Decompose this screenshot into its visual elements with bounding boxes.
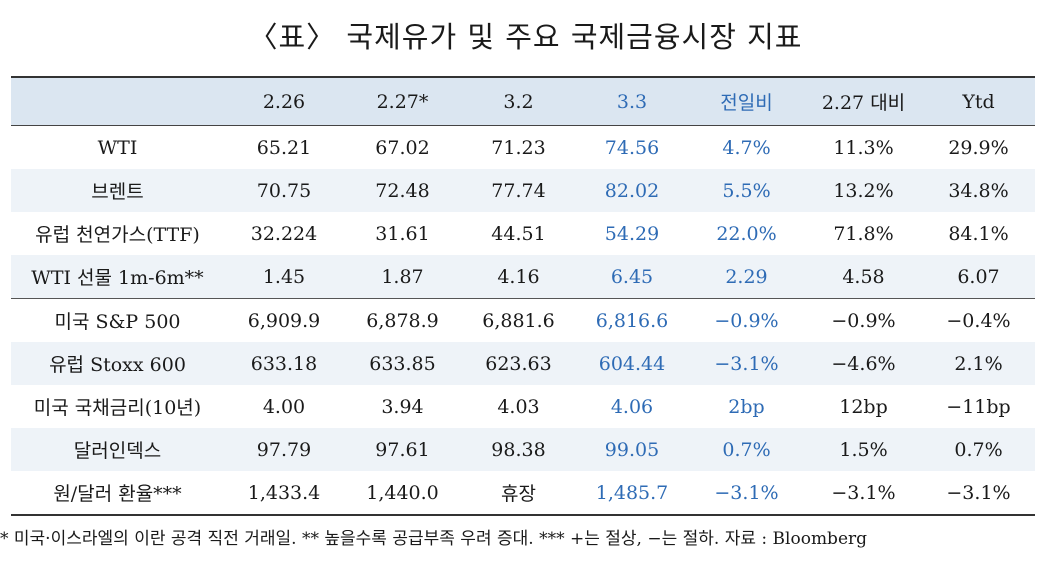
row-label: 미국 S&P 500 [11,298,224,342]
header-cell-date-latest: 3.3 [576,77,688,126]
table-cell: 6.07 [922,255,1035,299]
table-cell: 1,433.4 [224,471,344,516]
table-cell: 4.16 [461,255,576,299]
table-cell: 11.3% [833,136,894,159]
table-cell: 1.45 [224,255,344,299]
table-cell: 32.224 [250,222,318,245]
table-cell: 4.00 [262,395,306,418]
table-cell: 휴장 [461,471,576,516]
table-cell: 6,909.9 [224,298,344,342]
table-cell-day-change: 22.0% [716,222,777,245]
table-cell: 29.9% [948,136,1009,159]
table-cell: 72.48 [344,169,461,212]
table-cell-day-change: 0.7% [688,428,805,471]
table-cell-day-change: 2bp [728,395,765,418]
table-cell: 2.1% [922,342,1035,385]
table-cell: 1.87 [344,255,461,299]
table-row: 유럽 천연가스(TTF) 32.224 31.61 44.51 54.29 22… [11,212,1035,255]
table-cell: −0.9% [805,298,922,342]
table-cell: 4.58 [805,255,922,299]
row-label: 브렌트 [11,169,224,212]
table-row: 유럽 Stoxx 600 633.18 633.85 623.63 604.44… [11,342,1035,385]
header-cell-ytd: Ytd [922,77,1035,126]
row-label: 유럽 Stoxx 600 [11,342,224,385]
table-cell: 1,440.0 [344,471,461,516]
table-cell: −11bp [946,395,1011,418]
table-cell: 44.51 [491,222,546,245]
row-label: 미국 국채금리(10년) [33,397,202,419]
table-cell: 4.03 [497,395,540,418]
table-cell: −0.4% [922,298,1035,342]
header-cell-vs-baseline: 2.27 대비 [805,77,922,126]
header-cell-date: 3.2 [461,77,576,126]
table-cell: 6,881.6 [461,298,576,342]
page-title: 〈표〉 국제유가 및 주요 국제금융시장 지표 [248,20,803,54]
table-cell: 623.63 [461,342,576,385]
row-label: 유럽 천연가스(TTF) [35,224,200,246]
table-cell: 3.94 [381,395,424,418]
table-row: WTI 65.21 67.02 71.23 74.56 4.7% 11.3% 2… [11,126,1035,170]
header-cell-date: 2.26 [224,77,344,126]
table-cell-latest: 604.44 [576,342,688,385]
header-cell-day-change: 전일비 [688,77,805,126]
table-cell: 34.8% [922,169,1035,212]
table-cell: 97.61 [344,428,461,471]
row-label: WTI 선물 1m-6m** [11,255,224,299]
table-header-row: 2.26 2.27* 3.2 3.3 전일비 2.27 대비 Ytd [11,77,1035,126]
table-row: 미국 S&P 500 6,909.9 6,878.9 6,881.6 6,816… [11,298,1035,342]
table-cell-latest: 6.45 [576,255,688,299]
table-cell-latest: 54.29 [604,222,660,245]
table-cell: 84.1% [948,222,1009,245]
table-cell: 12bp [839,395,888,418]
table-cell: 13.2% [805,169,922,212]
table-cell: −4.6% [805,342,922,385]
table-row: 달러인덱스 97.79 97.61 98.38 99.05 0.7% 1.5% … [11,428,1035,471]
table-row: 브렌트 70.75 72.48 77.74 82.02 5.5% 13.2% 3… [11,169,1035,212]
table-cell: 633.18 [224,342,344,385]
market-indicators-table: 2.26 2.27* 3.2 3.3 전일비 2.27 대비 Ytd WTI 6… [11,76,1035,516]
header-cell-blank [11,77,224,126]
table-row: 원/달러 환율*** 1,433.4 1,440.0 휴장 1,485.7 −3… [11,471,1035,516]
row-label: WTI [97,136,138,159]
table-cell-latest: 6,816.6 [576,298,688,342]
table-cell-latest: 82.02 [576,169,688,212]
table-cell-day-change: 2.29 [688,255,805,299]
table-cell: 67.02 [375,136,430,159]
table-cell-latest: 1,485.7 [576,471,688,516]
table-cell: 6,878.9 [344,298,461,342]
table-cell-day-change: 5.5% [688,169,805,212]
table-cell: 97.79 [224,428,344,471]
footnote: * 미국·이스라엘의 이란 공격 직전 거래일. ** 높을수록 공급부족 우려… [0,529,868,549]
table-row: WTI 선물 1m-6m** 1.45 1.87 4.16 6.45 2.29 … [11,255,1035,299]
table-cell: −3.1% [805,471,922,516]
table-cell: 633.85 [344,342,461,385]
table-cell-day-change: −3.1% [688,471,805,516]
table-cell-latest: 99.05 [576,428,688,471]
table-cell-day-change: 4.7% [722,136,771,159]
table-cell-day-change: −0.9% [688,298,805,342]
table-cell: 98.38 [461,428,576,471]
table-cell: −3.1% [922,471,1035,516]
table-cell: 0.7% [922,428,1035,471]
table-cell-latest: 74.56 [604,136,660,159]
table-cell-latest: 4.06 [610,395,654,418]
table-cell: 1.5% [805,428,922,471]
header-cell-date: 2.27* [344,77,461,126]
row-label: 달러인덱스 [11,428,224,471]
table-row: 미국 국채금리(10년) 4.00 3.94 4.03 4.06 2bp 12b… [11,385,1035,428]
table-cell: 65.21 [256,136,312,159]
table-cell: 71.23 [491,136,546,159]
table-cell: 71.8% [833,222,894,245]
table-cell: 31.61 [375,222,430,245]
table-cell: 70.75 [224,169,344,212]
table-cell-day-change: −3.1% [688,342,805,385]
table-cell: 77.74 [461,169,576,212]
row-label: 원/달러 환율*** [11,471,224,516]
